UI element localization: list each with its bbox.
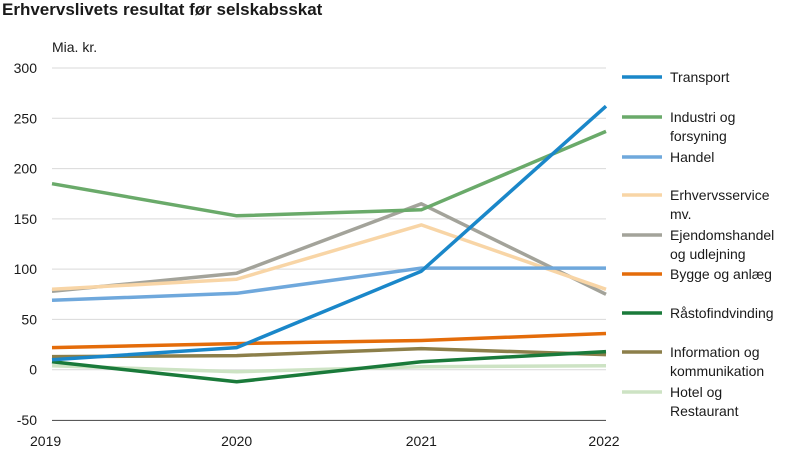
series-line xyxy=(51,349,607,384)
series-line xyxy=(51,129,607,218)
x-tick-label: 2022 xyxy=(588,433,619,449)
y-tick-label: 0 xyxy=(29,362,37,378)
legend-label: Bygge og anlæg xyxy=(670,266,772,282)
y-tick-label: 300 xyxy=(14,60,38,76)
legend-label: Transport xyxy=(670,69,730,85)
legend-label: Restaurant xyxy=(670,403,739,419)
legend: Transport Industri og forsyning Handel Erhve… xyxy=(622,69,774,419)
series-line xyxy=(51,331,607,350)
y-tick-label: 200 xyxy=(14,161,38,177)
series-lines xyxy=(51,104,608,384)
legend-label: Handel xyxy=(670,149,714,165)
series-line xyxy=(51,363,607,374)
y-tick-label: 250 xyxy=(14,110,38,126)
axes: Mia. kr. 300 250 200 150 100 50 0 -50 2019 2020 202… xyxy=(14,39,620,449)
legend-label: Industri og xyxy=(670,109,735,125)
chart-title: Erhvervslivets resultat før selskabsskat xyxy=(2,0,323,19)
x-tick-label: 2020 xyxy=(221,433,252,449)
series-line xyxy=(51,104,608,362)
legend-label: kommunikation xyxy=(670,363,764,379)
y-tick-label: -50 xyxy=(17,412,37,428)
legend-label: Information og xyxy=(670,344,760,360)
legend-label: Ejendomshandel xyxy=(670,227,774,243)
series-line xyxy=(51,266,606,303)
x-tick-label: 2021 xyxy=(406,433,437,449)
legend-label: forsyning xyxy=(670,128,727,144)
y-tick-label: 50 xyxy=(21,311,37,327)
y-tick-label: 100 xyxy=(14,261,38,277)
legend-label: Erhvervsservice xyxy=(670,187,770,203)
series-line xyxy=(51,346,607,359)
series-line xyxy=(51,202,607,296)
legend-label: mv. xyxy=(670,206,692,222)
series-line xyxy=(51,223,607,292)
x-tick-label: 2019 xyxy=(30,433,61,449)
legend-label: Hotel og xyxy=(670,384,722,400)
legend-label: og udlejning xyxy=(670,246,746,262)
y-axis-unit-label: Mia. kr. xyxy=(52,39,97,55)
legend-label: Råstofindvinding xyxy=(670,305,774,321)
y-tick-label: 150 xyxy=(14,211,38,227)
